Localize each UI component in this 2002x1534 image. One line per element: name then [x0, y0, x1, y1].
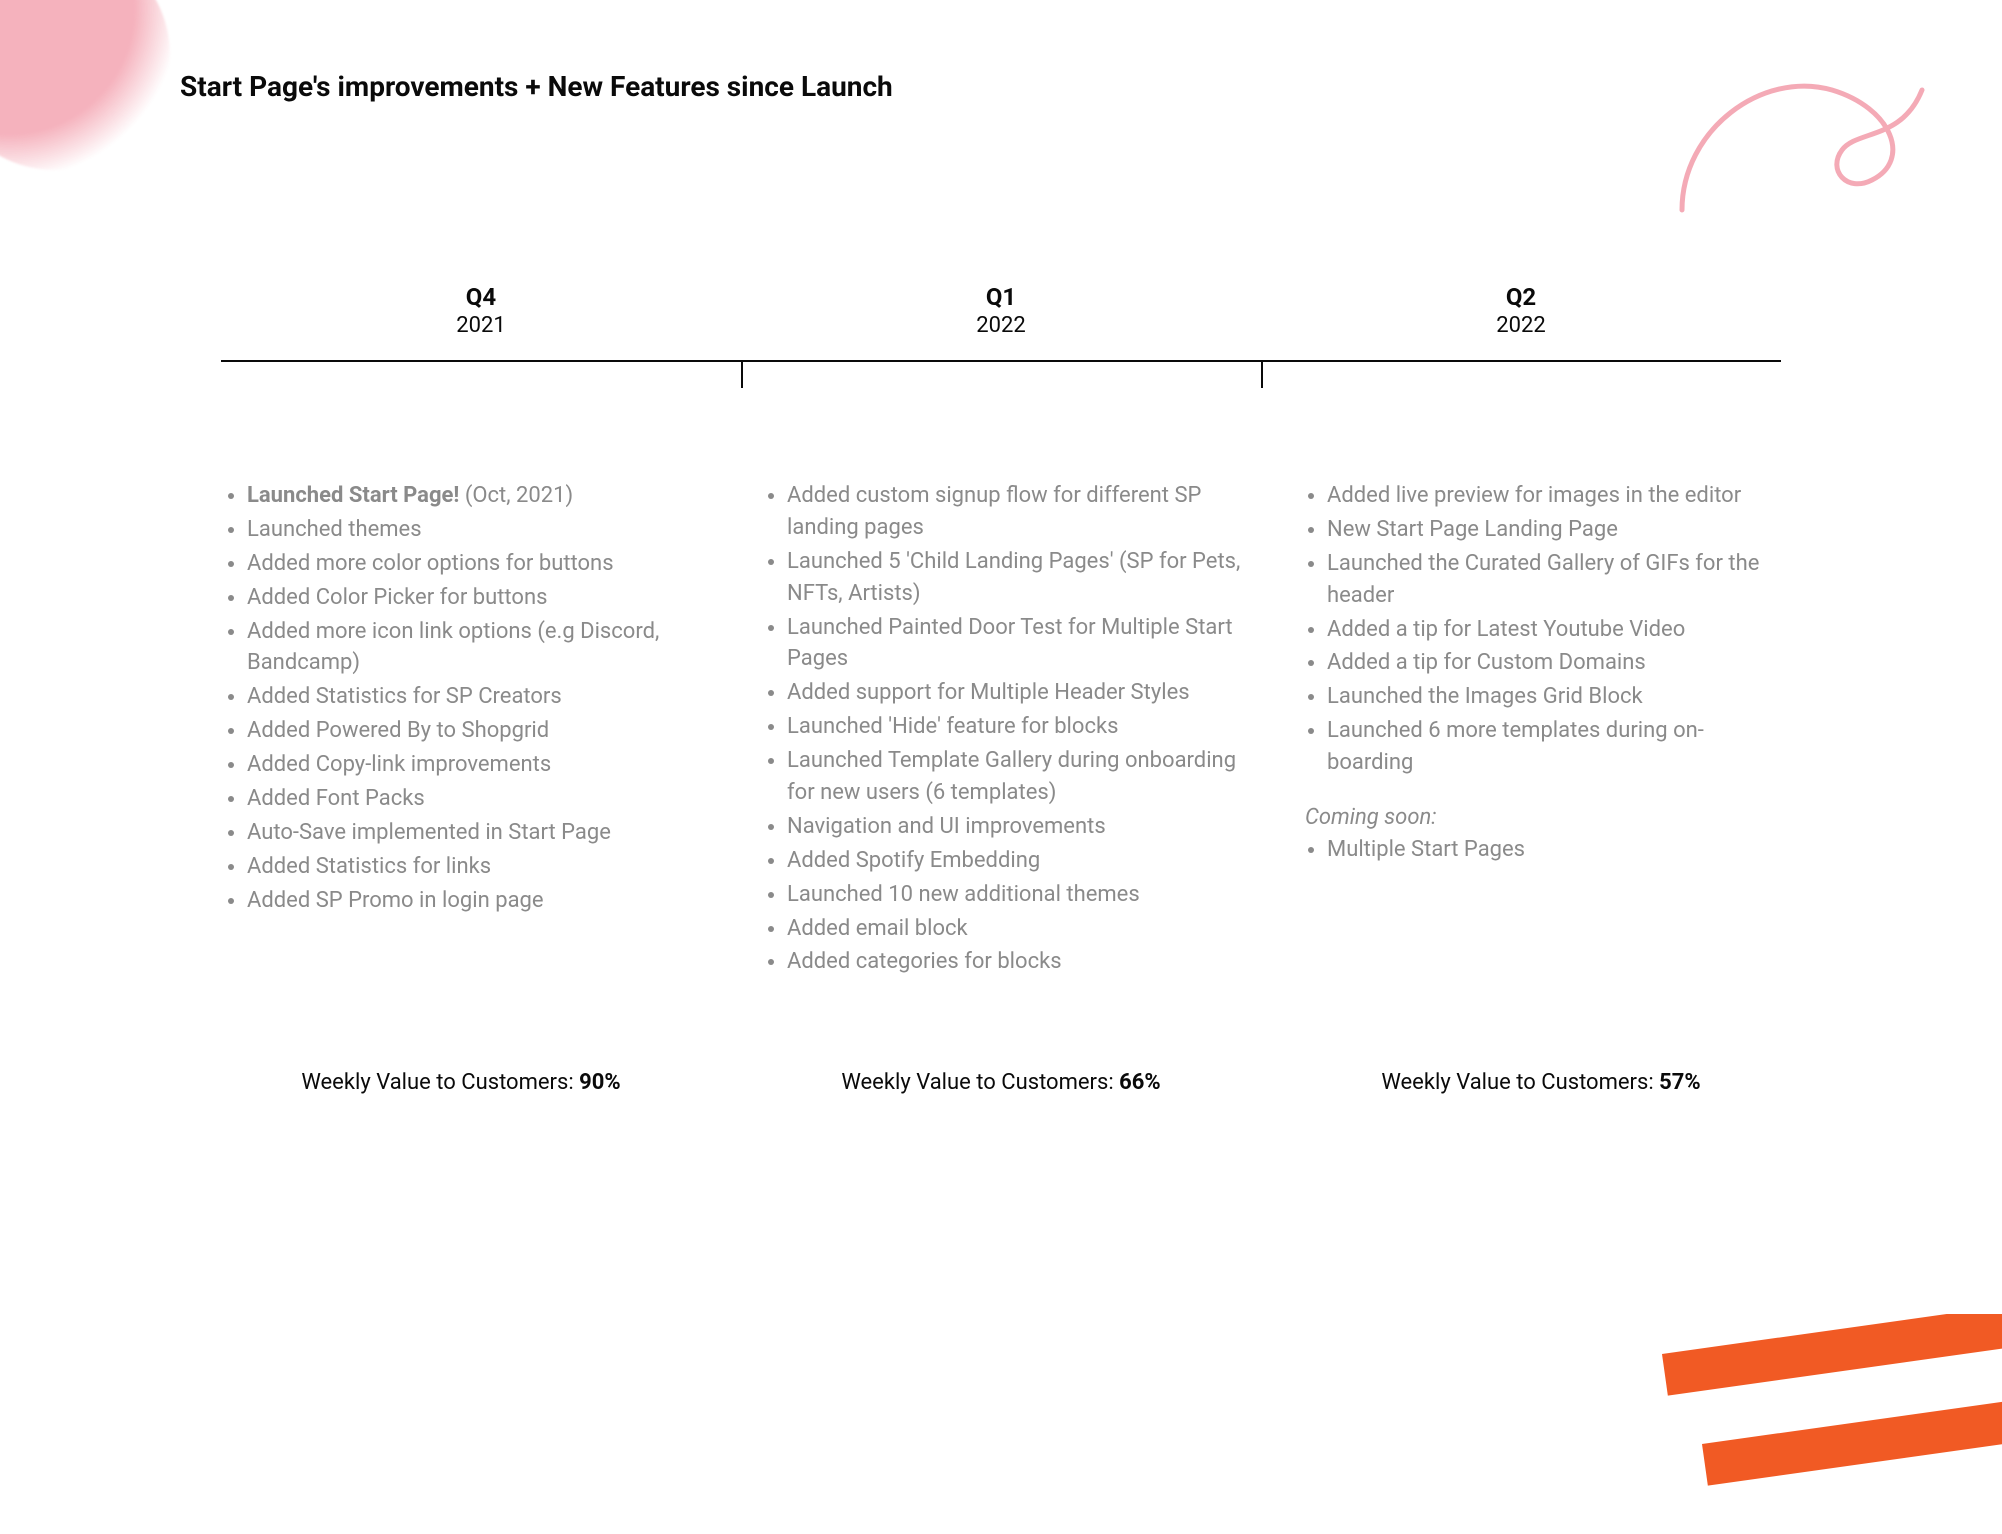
feature-item: Added Powered By to Shopgrid: [247, 715, 701, 747]
metric-label: Weekly Value to Customers:: [841, 1070, 1119, 1095]
feature-item: Added Statistics for links: [247, 851, 701, 883]
feature-item: Launched 'Hide' feature for blocks: [787, 711, 1241, 743]
timeline-header: Q42021Q12022Q22022: [221, 283, 1781, 338]
metric-value: 66%: [1119, 1070, 1161, 1095]
metric: Weekly Value to Customers: 57%: [1301, 1070, 1781, 1095]
timeline-tick: [741, 360, 743, 388]
feature-item: Launched the Curated Gallery of GIFs for…: [1327, 548, 1781, 612]
period-column: Added live preview for images in the edi…: [1301, 480, 1781, 980]
feature-item: Added Color Picker for buttons: [247, 582, 701, 614]
feature-item: Added live preview for images in the edi…: [1327, 480, 1781, 512]
period-year: 2021: [221, 313, 741, 338]
feature-item: Auto-Save implemented in Start Page: [247, 817, 701, 849]
period-column: Added custom signup flow for different S…: [761, 480, 1241, 980]
feature-item: Added Spotify Embedding: [787, 845, 1241, 877]
feature-item: Added Statistics for SP Creators: [247, 681, 701, 713]
period-quarter: Q1: [741, 283, 1261, 311]
period-year: 2022: [741, 313, 1261, 338]
feature-item: New Start Page Landing Page: [1327, 514, 1781, 546]
period-label: Q42021: [221, 283, 741, 338]
feature-item: Launched 5 'Child Landing Pages' (SP for…: [787, 546, 1241, 610]
feature-item: Launched Template Gallery during onboard…: [787, 745, 1241, 809]
feature-item: Launched themes: [247, 514, 701, 546]
timeline-tick: [1261, 360, 1263, 388]
feature-list: Launched Start Page! (Oct, 2021)Launched…: [221, 480, 701, 917]
timeline-columns: Launched Start Page! (Oct, 2021)Launched…: [221, 480, 1781, 980]
feature-item: Added more icon link options (e.g Discor…: [247, 616, 701, 680]
feature-item: Added support for Multiple Header Styles: [787, 677, 1241, 709]
feature-item-bold: Launched Start Page!: [247, 483, 459, 508]
feature-item: Added categories for blocks: [787, 946, 1241, 978]
feature-item: Launched 10 new additional themes: [787, 879, 1241, 911]
period-quarter: Q4: [221, 283, 741, 311]
metric-label: Weekly Value to Customers:: [301, 1070, 579, 1095]
period-year: 2022: [1261, 313, 1781, 338]
decor-orange-strokes-icon: [1622, 1314, 2002, 1534]
feature-item: Added a tip for Custom Domains: [1327, 647, 1781, 679]
timeline-axis: [221, 360, 1781, 390]
period-label: Q12022: [741, 283, 1261, 338]
timeline-axis-line: [221, 360, 1781, 362]
feature-item: Launched Painted Door Test for Multiple …: [787, 612, 1241, 676]
feature-item: Added more color options for buttons: [247, 548, 701, 580]
feature-item: Navigation and UI improvements: [787, 811, 1241, 843]
period-label: Q22022: [1261, 283, 1781, 338]
coming-soon-list: Multiple Start Pages: [1301, 834, 1781, 866]
coming-soon-label: Coming soon:: [1301, 805, 1781, 830]
period-column: Launched Start Page! (Oct, 2021)Launched…: [221, 480, 701, 980]
coming-soon-item: Multiple Start Pages: [1327, 834, 1781, 866]
metric-value: 90%: [579, 1070, 621, 1095]
page-title: Start Page's improvements + New Features…: [180, 70, 1822, 103]
decor-pink-blob: [0, 0, 170, 170]
metric-label: Weekly Value to Customers:: [1381, 1070, 1659, 1095]
feature-item: Added Font Packs: [247, 783, 701, 815]
feature-item: Launched Start Page! (Oct, 2021): [247, 480, 701, 512]
timeline: Q42021Q12022Q22022 Launched Start Page! …: [221, 283, 1781, 1095]
metric: Weekly Value to Customers: 90%: [221, 1070, 701, 1095]
metric: Weekly Value to Customers: 66%: [761, 1070, 1241, 1095]
feature-list: Added live preview for images in the edi…: [1301, 480, 1781, 779]
feature-item: Added custom signup flow for different S…: [787, 480, 1241, 544]
decor-swirl-icon: [1662, 30, 1962, 230]
metric-value: 57%: [1659, 1070, 1701, 1095]
timeline-metrics: Weekly Value to Customers: 90%Weekly Val…: [221, 1070, 1781, 1095]
feature-item: Added SP Promo in login page: [247, 885, 701, 917]
period-quarter: Q2: [1261, 283, 1781, 311]
feature-item: Added a tip for Latest Youtube Video: [1327, 614, 1781, 646]
feature-item: Added email block: [787, 913, 1241, 945]
feature-item: Added Copy-link improvements: [247, 749, 701, 781]
feature-item: Launched 6 more templates during on-boar…: [1327, 715, 1781, 779]
feature-item-rest: (Oct, 2021): [459, 483, 573, 508]
feature-item: Launched the Images Grid Block: [1327, 681, 1781, 713]
feature-list: Added custom signup flow for different S…: [761, 480, 1241, 978]
